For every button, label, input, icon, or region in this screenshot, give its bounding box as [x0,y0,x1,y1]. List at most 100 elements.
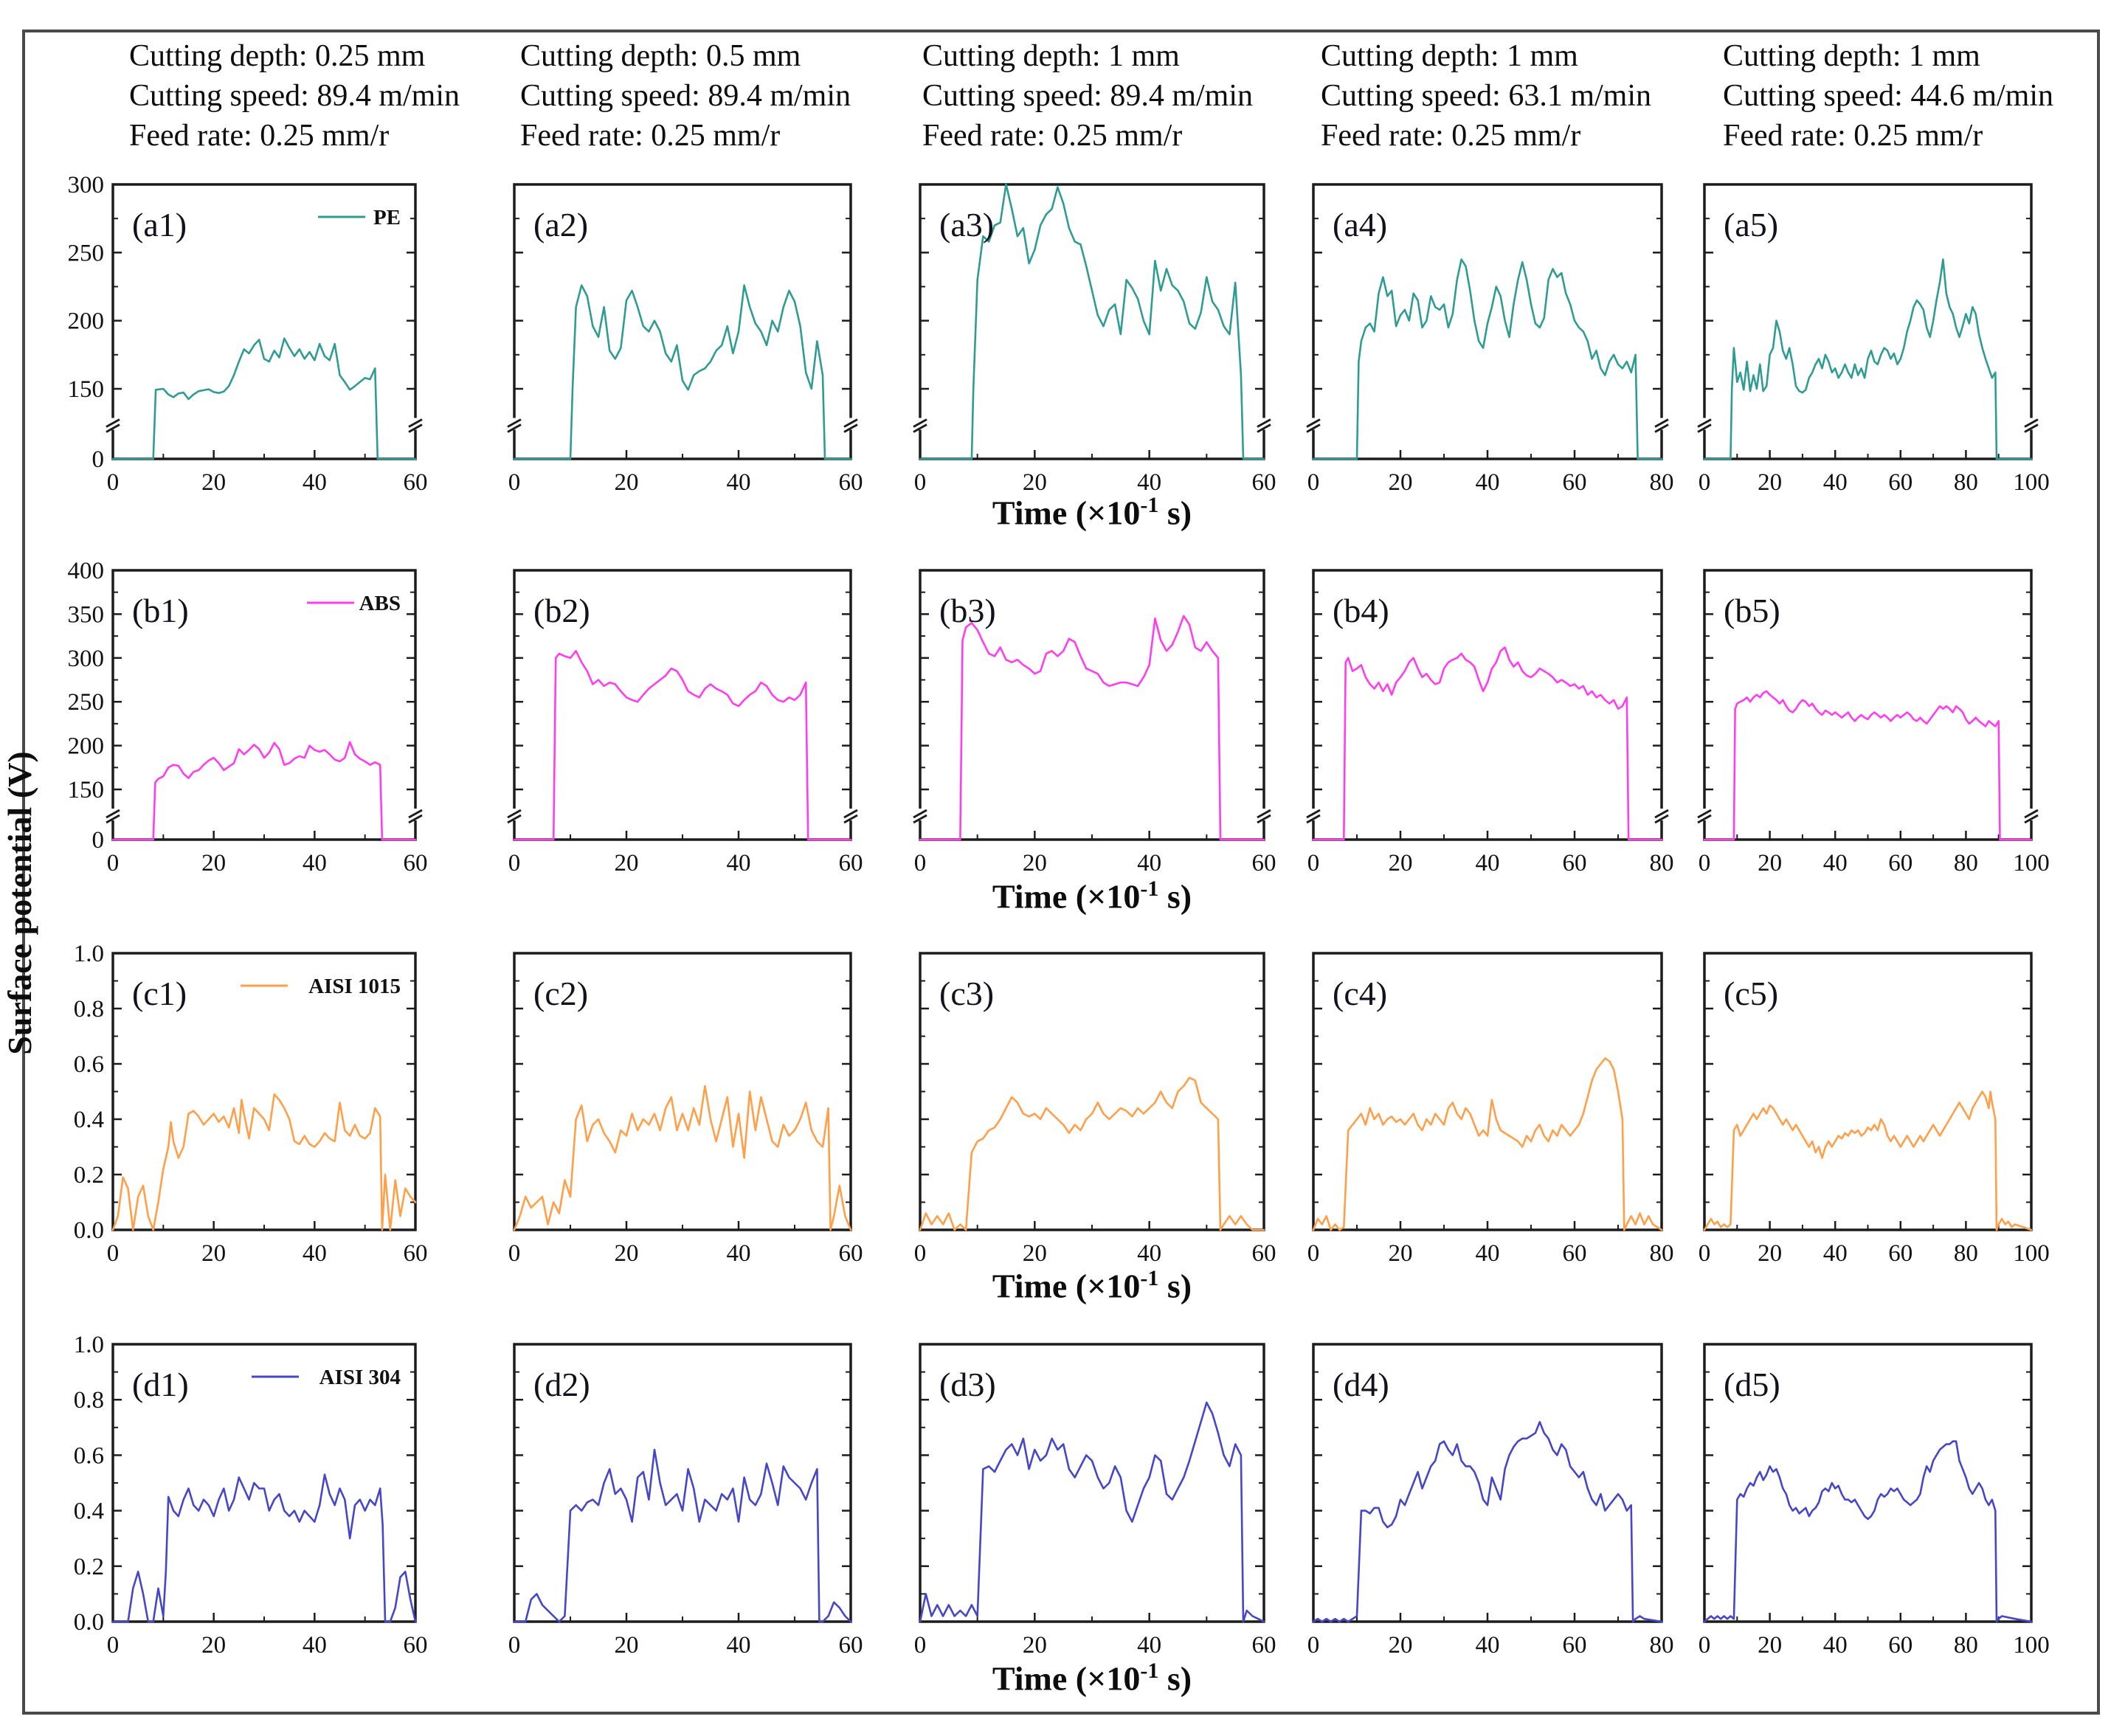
x-tick-label: 60 [1563,469,1587,496]
panel-chart: 0 20 40 60 80 (c4) [1307,952,1674,1267]
axis-break-icon [1654,423,1669,433]
x-tick-label: 20 [201,469,226,496]
y-tick-label: 0 [92,446,105,473]
x-tick-label: 40 [1137,850,1161,876]
axis-break-icon [1257,418,1271,428]
x-tick-label: 20 [1758,1632,1782,1659]
x-tick-label: 60 [1563,1632,1587,1659]
y-tick-label: 0.2 [74,1162,104,1189]
x-tick-label: 60 [839,1632,863,1659]
axis-break-icon [408,423,423,433]
y-tick-label: 250 [68,240,105,266]
panel-a4: 0 20 40 60 80 (a4) [1306,183,1674,496]
y-tick-label: 0.0 [74,1609,104,1636]
axis-break-icon [913,423,927,433]
x-tick-label: 60 [1888,850,1912,876]
axis-break-icon [843,814,858,824]
trace-PE [111,337,417,460]
x-tick-label: 20 [1023,469,1047,496]
panel-label: (c2) [533,975,588,1012]
x-tick-label: 80 [1954,469,1978,496]
panel-label: (a2) [533,206,588,243]
x-tick-label: 0 [914,850,927,876]
trace-PE [1703,258,2033,460]
x-tick-label: 60 [839,1240,863,1267]
panel-chart: 0 20 40 60 80 (a4) [1306,183,1674,496]
x-tick-label: 0 [914,1632,927,1659]
panel-b1: 0 150 200 250 300 350 400 0 20 40 60 (b1) ABS [68,558,428,876]
panel-chart: 0 20 40 60 (c2) [508,952,863,1267]
axis-break-icon [2024,423,2039,433]
trace-AISI 304 [1703,1440,2033,1623]
panel-chart: 0 20 40 60 (b3) [913,569,1276,876]
x-tick-label: 40 [1823,469,1848,496]
trace-AISI 1015 [1703,1090,2033,1231]
axis-break-icon [1697,423,1712,433]
x-tick-label: 0 [1699,1632,1711,1659]
panel-label: (d3) [939,1366,996,1403]
panel-chart: 0 20 40 60 80 100 (d5) [1699,1343,2050,1659]
panel-label: (a3) [939,206,994,243]
panel-label: (b1) [132,592,189,629]
x-tick-label: 40 [727,469,751,496]
x-tick-label: 60 [1563,1240,1587,1267]
x-tick-label: 60 [1252,469,1276,496]
x-tick-label: 100 [2013,1240,2050,1267]
x-tick-label: 80 [1650,850,1674,876]
panel-chart: 0 20 40 60 (a2) [507,183,863,496]
x-tick-label: 60 [839,850,863,876]
x-tick-label: 20 [615,1632,639,1659]
x-tick-label: 80 [1650,469,1674,496]
x-tick-label: 60 [1252,1632,1276,1659]
x-tick-label: 0 [508,469,521,496]
x-tick-label: 40 [727,850,751,876]
conditions-col1: Cutting depth: 0.25 mm Cutting speed: 89… [129,37,460,156]
x-tick-label: 100 [2013,850,2050,876]
x-tick-label: 60 [839,469,863,496]
axis-break-icon [1697,418,1712,428]
panel-chart: 0 20 40 60 (a3) [913,183,1276,496]
axis-break-icon [1306,418,1321,428]
panel-chart: 0 20 40 60 80 (b4) [1306,569,1674,876]
x-axis-title-row-b: Time (×10-1 s) [992,876,1192,916]
axis-break-icon [1697,814,1712,824]
x-tick-label: 60 [404,469,428,496]
trace-PE [513,284,852,460]
axis-break-icon [1306,809,1321,819]
condition-line: Feed rate: 0.25 mm/r [129,118,390,153]
axis-break-icon [2024,809,2039,819]
x-tick-label: 0 [107,1632,120,1659]
x-tick-label: 40 [1137,1632,1161,1659]
axis-break-icon [2024,418,2039,428]
panel-b4: 0 20 40 60 80 (b4) [1306,569,1674,876]
panel-chart: 0.0 0.2 0.4 0.6 0.8 1.0 0 20 40 60 (d1) AISI 304 [74,1332,428,1659]
panel-a2: 0 20 40 60 (a2) [507,183,863,496]
x-tick-label: 80 [1650,1632,1674,1659]
legend-label: PE [373,206,401,229]
x-axis-title-row-a: Time (×10-1 s) [992,493,1192,532]
x-tick-label: 20 [1758,469,1782,496]
x-tick-label: 40 [1823,1632,1848,1659]
x-tick-label: 60 [404,1632,428,1659]
x-tick-label: 60 [1888,469,1912,496]
trace-AISI 304 [513,1448,852,1623]
panel-label: (c4) [1333,975,1387,1012]
y-tick-label: 300 [68,646,105,672]
figure-border [22,30,2100,1715]
panel-a1: 0 150 200 250 300 0 20 40 60 (a1) PE [68,172,428,496]
panel-d3: 0 20 40 60 (d3) [914,1343,1276,1659]
axis-break-icon [1257,814,1271,824]
x-tick-label: 0 [107,1240,120,1267]
x-tick-label: 0 [1307,469,1320,496]
axis-break-icon [843,423,858,433]
panel-chart: 0 20 40 60 80 100 (c5) [1699,952,2050,1267]
panel-label: (d2) [533,1366,590,1403]
panel-c4: 0 20 40 60 80 (c4) [1307,952,1674,1267]
x-tick-label: 40 [1476,1632,1500,1659]
x-axis-title-row-c: Time (×10-1 s) [992,1266,1192,1305]
x-axis-title-row-d: Time (×10-1 s) [992,1659,1192,1698]
x-tick-label: 40 [1476,1240,1500,1267]
x-tick-label: 60 [1252,850,1276,876]
panel-label: (b5) [1724,592,1780,629]
